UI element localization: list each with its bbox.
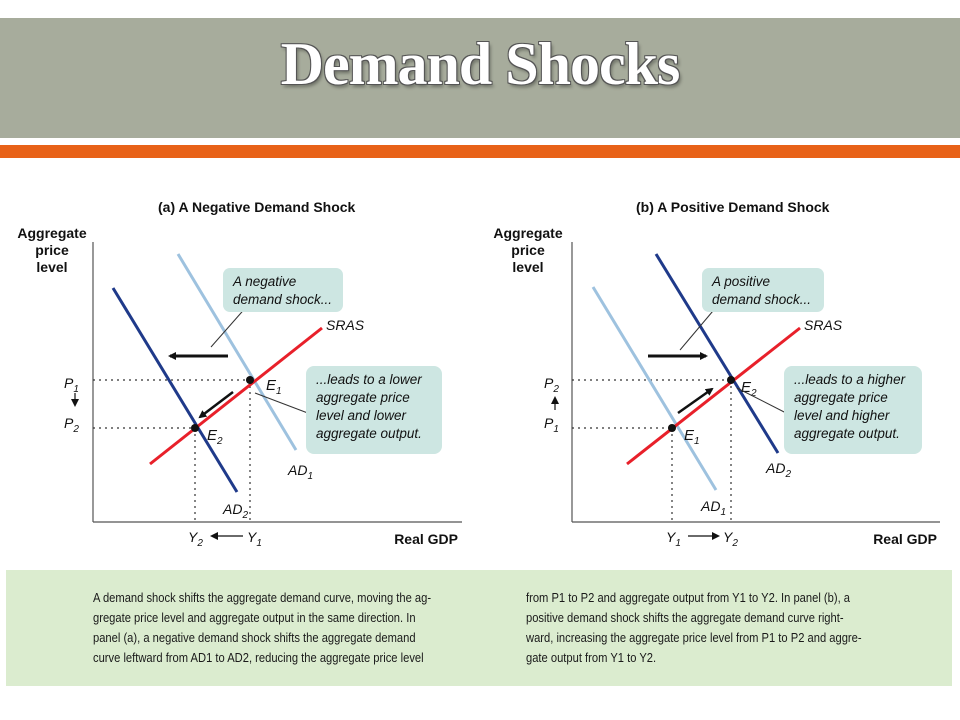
panel-a-e1-point xyxy=(246,376,254,384)
panel-b-sras-label: SRAS xyxy=(804,317,843,333)
panel-a-callout2-line3: level and lower xyxy=(316,408,407,423)
panel-b-y-left: Y1 xyxy=(666,529,681,549)
caption-left-column: A demand shock shifts the aggregate dema… xyxy=(93,588,506,668)
panel-a-callout2-line4: aggregate output. xyxy=(316,426,422,441)
panel-a-ad1-label: AD1 xyxy=(287,462,313,482)
panel-a-p-top: P1 xyxy=(64,375,79,395)
caption-left-line-3: panel (a), a negative demand shock shift… xyxy=(93,630,416,645)
panel-b-callout2 xyxy=(784,366,922,454)
panel-a-y-right: Y1 xyxy=(247,529,262,549)
title-bar xyxy=(0,18,960,138)
panel-a-y-label-3: level xyxy=(36,259,67,275)
panel-a-ad2-label: AD2 xyxy=(222,501,248,521)
panel-b-callout1-line2: demand shock... xyxy=(712,292,811,307)
panel-a-callout1-line2: demand shock... xyxy=(233,292,332,307)
panel-a-ad2-curve xyxy=(111,287,239,493)
panel-b: (b) A Positive Demand Shock Aggregate pr… xyxy=(493,199,940,549)
panel-b-e1-point xyxy=(668,424,676,432)
panel-b-callout1 xyxy=(702,268,824,312)
caption-right-line-3: ward, increasing the aggregate price lev… xyxy=(526,630,862,645)
slide-title: Demand Shocks xyxy=(280,31,681,97)
panel-b-callout2-line1: ...leads to a higher xyxy=(794,372,906,387)
caption-right-line-1: from P1 to P2 and aggregate output from … xyxy=(526,590,851,605)
accent-rule xyxy=(0,145,960,158)
caption-left-line-4: curve leftward from AD1 to AD2, reducing… xyxy=(93,650,424,665)
caption-right-line-4: gate output from Y1 to Y2. xyxy=(526,650,657,665)
panel-b-ad2-curve xyxy=(654,253,780,454)
panel-b-callout2-pointer xyxy=(736,387,791,416)
panel-b-movement-arrow xyxy=(677,387,714,415)
panel-b-x-label: Real GDP xyxy=(873,531,937,547)
panel-b-y-right: Y2 xyxy=(723,529,738,549)
panel-a-callout1-line1: A negative xyxy=(232,274,296,289)
caption-left-line-2: gregate price level and aggregate output… xyxy=(93,610,416,625)
figure: (a) A Negative Demand Shock Aggregate pr… xyxy=(0,160,960,570)
panel-b-p-bottom: P1 xyxy=(544,415,559,435)
panel-a-movement-arrow xyxy=(198,391,234,419)
panel-b-ad2-label: AD2 xyxy=(765,460,791,480)
panel-a-e2-point xyxy=(191,424,199,432)
panel-b-y-label-3: level xyxy=(512,259,543,275)
figure-caption: A demand shock shifts the aggregate dema… xyxy=(6,570,952,686)
panel-a-callout2-line1: ...leads to a lower xyxy=(316,372,422,387)
panel-a-y-label-1: Aggregate xyxy=(17,225,86,241)
panel-b-callout2-line2: aggregate price xyxy=(794,390,888,405)
panel-b-y-label-1: Aggregate xyxy=(493,225,562,241)
panel-a-callout2 xyxy=(306,366,442,454)
panel-a-x-label: Real GDP xyxy=(394,531,458,547)
panel-a-ad1-curve xyxy=(176,253,298,451)
panel-a-y-label-2: price xyxy=(35,242,69,258)
panel-a-p-bottom: P2 xyxy=(64,415,79,435)
panel-b-ad1-label: AD1 xyxy=(700,498,726,518)
panel-b-title: (b) A Positive Demand Shock xyxy=(636,199,830,215)
panel-b-y-label-2: price xyxy=(511,242,545,258)
panel-a-callout2-line2: aggregate price xyxy=(316,390,410,405)
panel-b-sras-curve xyxy=(626,326,801,466)
panel-b-e1-label: E1 xyxy=(684,427,700,447)
panel-b-callout2-line4: aggregate output. xyxy=(794,426,900,441)
panel-a-e2-label: E2 xyxy=(207,427,223,447)
panel-a-sras-curve xyxy=(149,326,323,466)
panel-b-ad1-curve xyxy=(591,286,718,491)
caption-left-line-1: A demand shock shifts the aggregate dema… xyxy=(93,590,432,605)
panel-b-callout1-line1: A positive xyxy=(711,274,770,289)
panel-b-e2-label: E2 xyxy=(741,379,757,399)
panel-b-callout1-pointer xyxy=(679,304,719,351)
panel-a-sras-label: SRAS xyxy=(326,317,365,333)
panel-a-callout2-pointer xyxy=(254,392,314,416)
caption-right-line-2: positive demand shock shifts the aggrega… xyxy=(526,610,844,625)
panel-b-e2-point xyxy=(727,376,735,384)
caption-right-column: from P1 to P2 and aggregate output from … xyxy=(526,588,939,668)
panel-a-e1-label: E1 xyxy=(266,377,282,397)
demand-shock-diagrams: (a) A Negative Demand Shock Aggregate pr… xyxy=(17,199,940,549)
panel-b-callout2-line3: level and higher xyxy=(794,408,890,423)
panel-a-title: (a) A Negative Demand Shock xyxy=(158,199,356,215)
panel-a: (a) A Negative Demand Shock Aggregate pr… xyxy=(17,199,462,549)
panel-a-y-left: Y2 xyxy=(188,529,203,549)
panel-b-p-top: P2 xyxy=(544,375,559,395)
panel-a-callout1 xyxy=(223,268,343,312)
